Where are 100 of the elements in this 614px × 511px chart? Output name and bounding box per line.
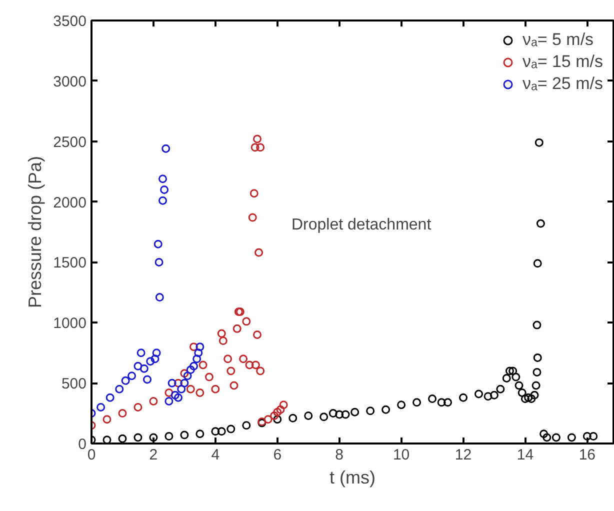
point [192,354,202,364]
point [211,384,220,394]
point [276,405,285,414]
y-tick-label: 0 [78,436,86,453]
point [533,259,542,268]
point [115,384,124,394]
point [180,430,189,440]
point [520,394,530,404]
point [518,388,526,397]
point [149,433,158,442]
point [484,392,492,401]
point [118,409,127,418]
point [136,348,146,358]
point [180,369,189,378]
x-tick-label: 16 [578,446,596,464]
point [134,362,142,370]
point [154,258,164,266]
point [288,414,298,422]
y-tick-label: 500 [61,376,87,393]
point [189,362,198,370]
point [143,375,152,384]
point [140,364,148,373]
point [534,138,544,147]
point [121,376,130,385]
point [164,388,174,397]
x-tick-label: 6 [273,446,282,464]
x-tick-label: 14 [516,446,534,464]
x-tick-label: 2 [149,446,158,464]
point [150,354,160,364]
point [382,405,390,414]
point [168,378,176,388]
point [532,368,542,376]
legend-label: νₐ= 5 m/s [522,30,594,50]
point [186,366,195,374]
point [245,360,254,370]
point [366,406,375,416]
point [218,336,228,346]
point [514,381,524,390]
point [502,374,511,382]
point [196,342,204,352]
point [542,433,552,442]
x-axis-title: t (ms) [330,468,376,488]
point [508,366,518,376]
point [552,433,560,442]
point [154,240,162,248]
point [96,403,106,412]
point [106,393,114,402]
point [412,398,422,407]
point [170,390,180,400]
point [102,436,112,444]
point [198,360,208,370]
point [533,353,542,362]
point [211,427,220,436]
point [189,342,198,352]
point [532,381,540,390]
point [505,366,514,376]
annotation: Droplet detachment [292,216,432,234]
point [252,330,262,339]
point [174,393,182,402]
point [264,415,272,424]
point [217,427,226,436]
point [254,248,264,257]
point [251,360,260,370]
point [567,433,576,442]
point [152,348,161,358]
point [177,384,186,394]
point [155,293,164,302]
point [304,411,313,420]
point [328,409,338,418]
y-tick-label: 3000 [53,73,87,90]
point [437,398,446,407]
point [252,134,262,144]
point [160,185,169,194]
point [350,408,360,416]
point [320,412,328,422]
point [490,390,498,400]
point [134,403,142,412]
point [444,398,452,407]
point [183,372,192,380]
point [250,143,260,152]
point [134,433,142,442]
legend-label: νₐ= 15 m/s [522,52,603,72]
x-tick-label: 10 [392,446,410,464]
point [196,430,204,438]
point [536,219,545,228]
x-tick-label: 4 [211,446,220,464]
y-axis-title: Pressure drop (Pa) [25,156,46,308]
point [102,415,112,424]
point [341,410,350,419]
point [162,144,170,153]
point [186,384,195,394]
point [164,432,174,440]
point [242,317,251,326]
point [279,400,288,410]
x-tick-label: 12 [454,446,472,464]
y-tick-label: 3500 [53,13,87,30]
point [512,372,520,382]
point [270,411,279,420]
point [149,396,158,406]
point [530,390,539,400]
